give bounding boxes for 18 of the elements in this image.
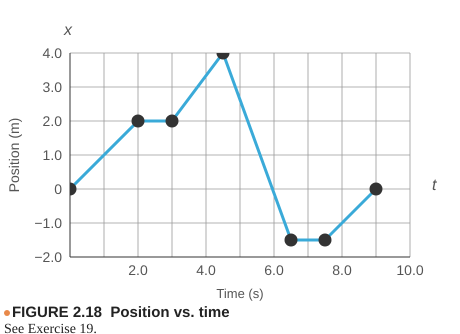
- y-tick-label: −1.0: [34, 214, 62, 231]
- text: x: [64, 22, 72, 40]
- x-tick-label: 2.0: [128, 262, 148, 278]
- y-tick-label: 3.0: [42, 78, 62, 95]
- y-tick-label: −2.0: [34, 248, 62, 265]
- text: t: [432, 177, 436, 195]
- y-tick-label: 1.0: [42, 146, 62, 163]
- x-axis-title: Time (s): [216, 286, 264, 301]
- x-tick-label: 6.0: [264, 262, 284, 278]
- text: FIGURE 2.18 Position vs. time: [11, 304, 230, 321]
- x-tick-label: 8.0: [332, 262, 352, 278]
- x-tick-label: 4.0: [196, 262, 216, 278]
- y-tick-label: 2.0: [42, 112, 62, 129]
- x-tick-label: 10.0: [396, 262, 424, 278]
- y-axis-title: Position (m): [6, 118, 22, 192]
- y-tick-label: 4.0: [42, 44, 62, 61]
- y-tick-label: 0: [54, 180, 62, 197]
- text: See Exercise 19.: [4, 322, 97, 334]
